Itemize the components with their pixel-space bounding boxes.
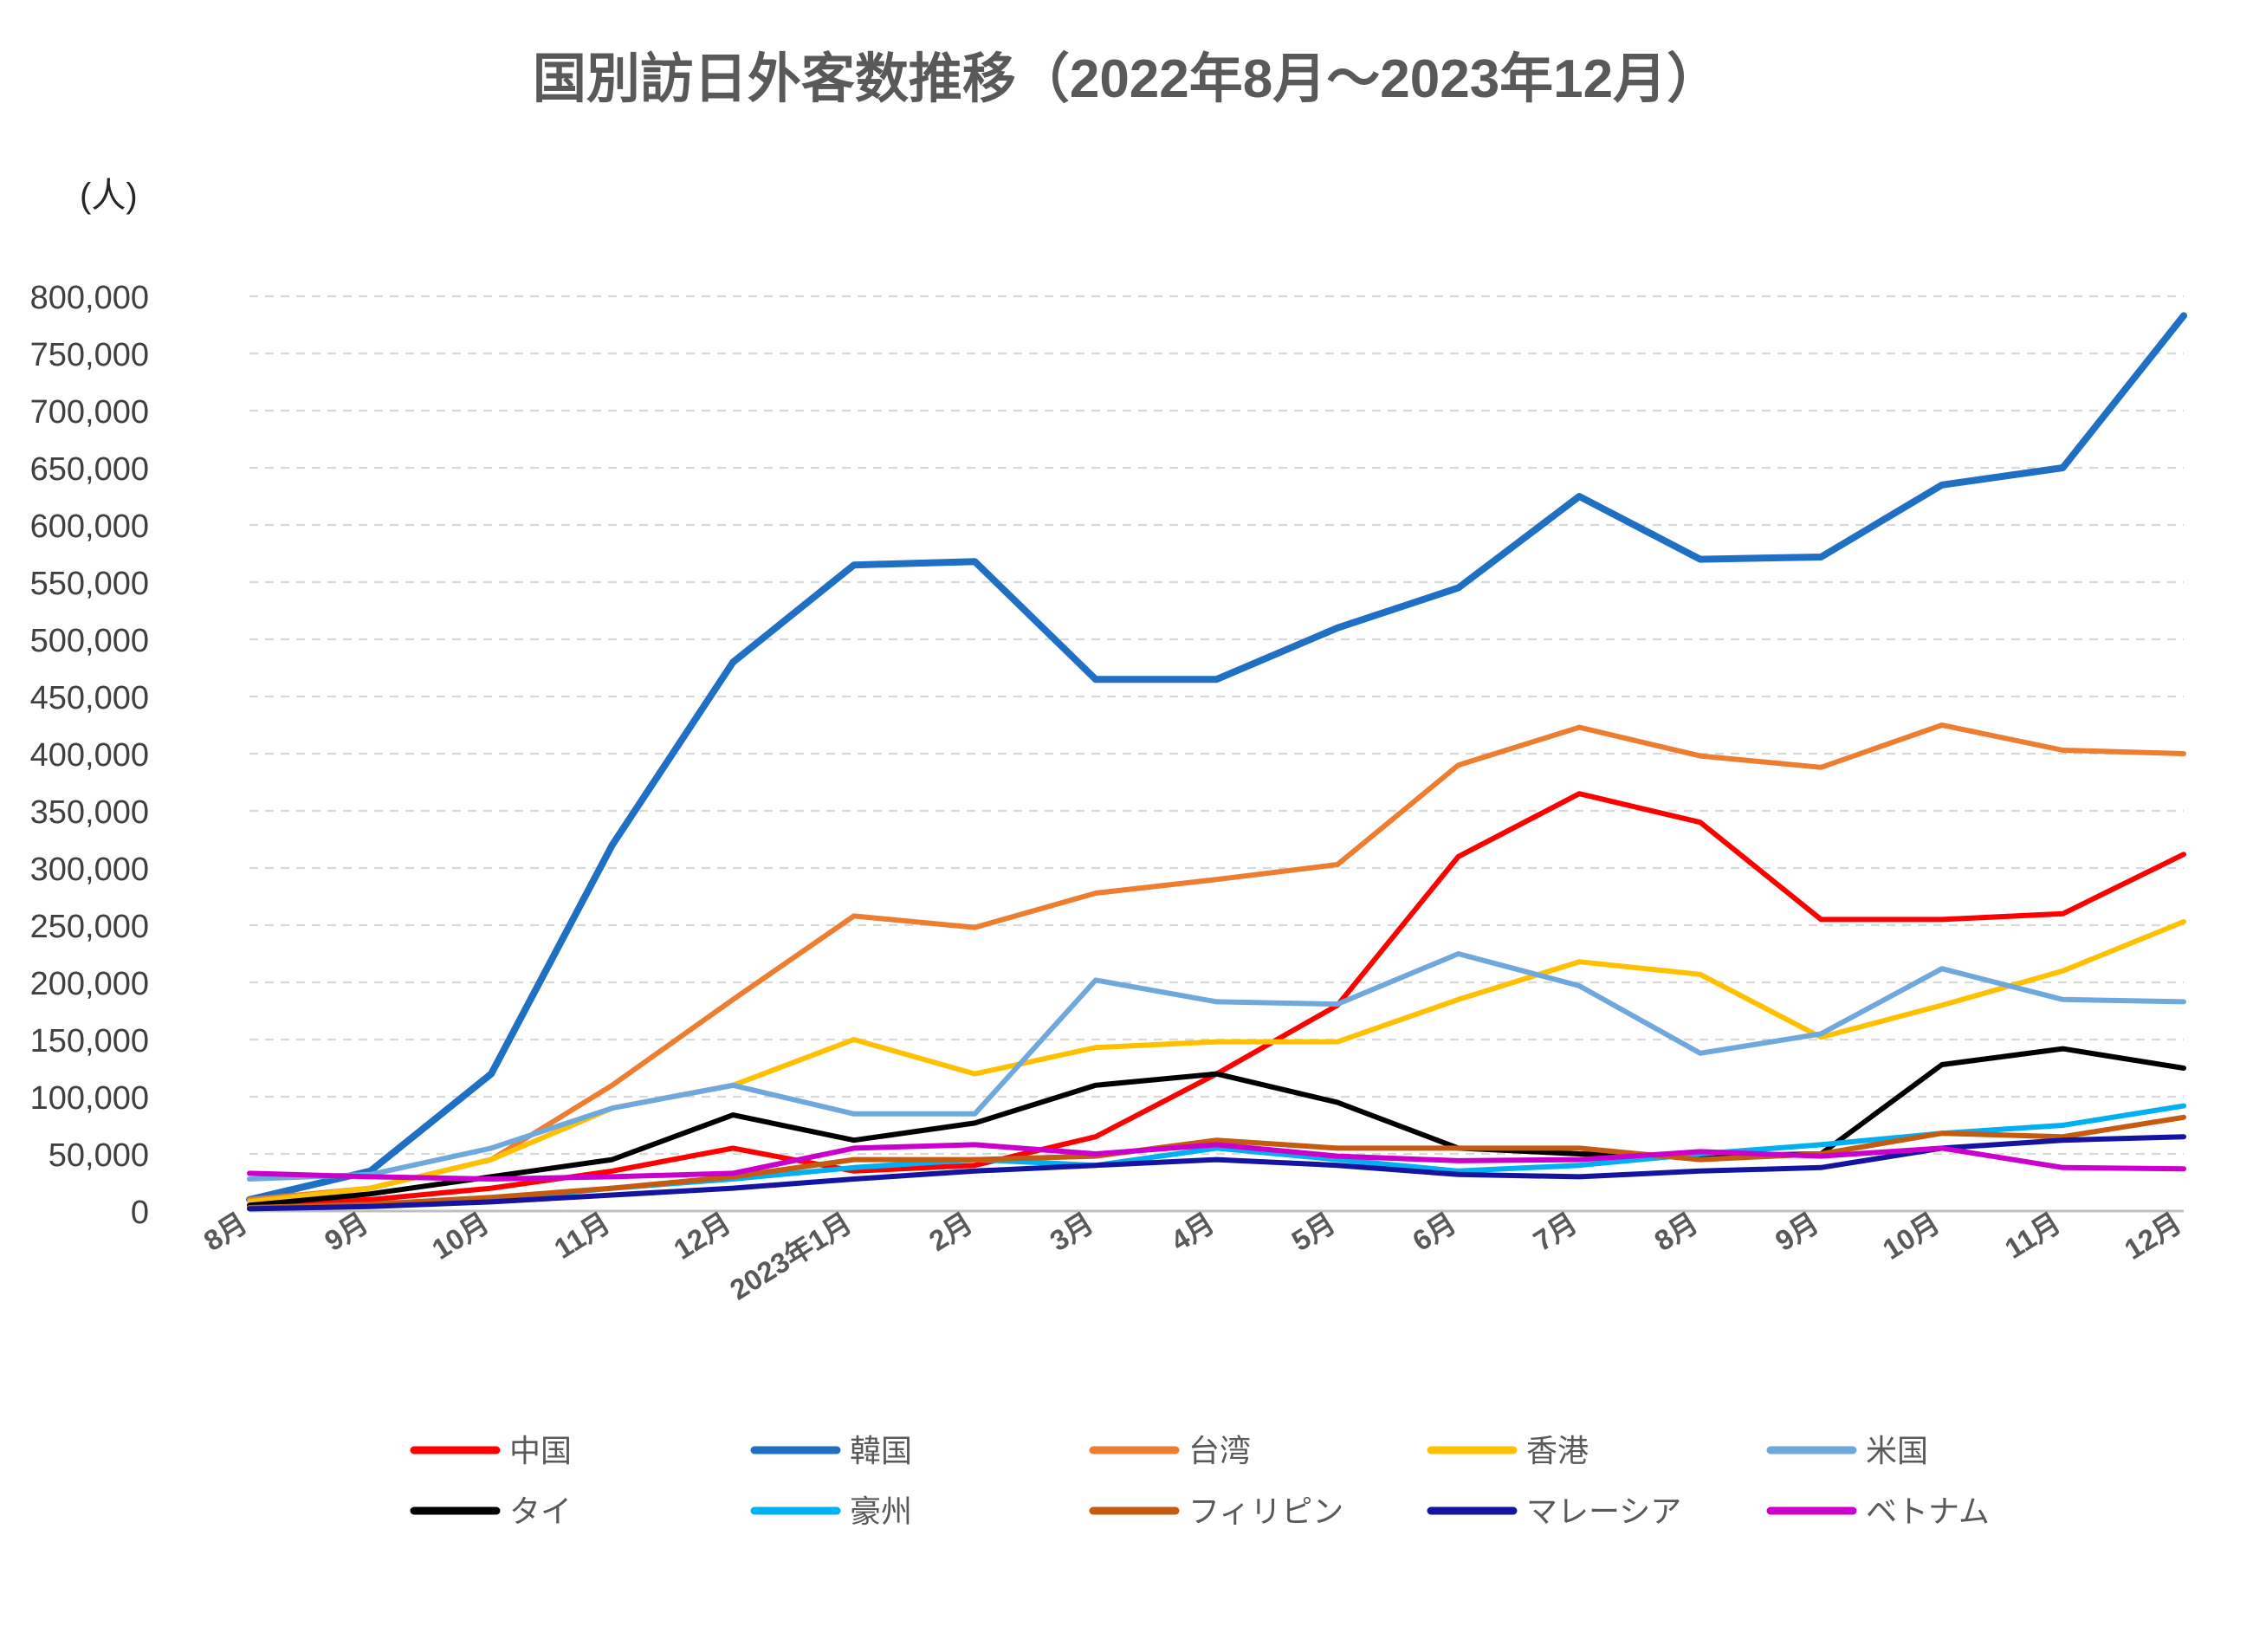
svg-text:350,000: 350,000 <box>30 794 149 831</box>
svg-text:3月: 3月 <box>1044 1207 1098 1258</box>
svg-text:豪州: 豪州 <box>850 1493 912 1529</box>
svg-text:600,000: 600,000 <box>30 509 149 545</box>
svg-text:4月: 4月 <box>1165 1207 1220 1258</box>
svg-text:11月: 11月 <box>1999 1207 2066 1265</box>
svg-text:台湾: 台湾 <box>1188 1433 1251 1468</box>
svg-text:11月: 11月 <box>548 1207 615 1265</box>
svg-text:750,000: 750,000 <box>30 337 149 373</box>
svg-text:700,000: 700,000 <box>30 394 149 431</box>
svg-text:7月: 7月 <box>1528 1207 1583 1258</box>
svg-text:0: 0 <box>131 1195 149 1231</box>
svg-text:100,000: 100,000 <box>30 1080 149 1117</box>
svg-text:10月: 10月 <box>1877 1207 1945 1266</box>
svg-text:650,000: 650,000 <box>30 451 149 488</box>
svg-text:12月: 12月 <box>668 1207 736 1266</box>
svg-text:500,000: 500,000 <box>30 623 149 659</box>
svg-text:9月: 9月 <box>319 1207 373 1258</box>
svg-text:550,000: 550,000 <box>30 566 149 602</box>
svg-text:450,000: 450,000 <box>30 680 149 716</box>
svg-text:2023年1月: 2023年1月 <box>724 1207 857 1306</box>
svg-text:タイ: タイ <box>509 1493 572 1529</box>
svg-text:フィリピン: フィリピン <box>1188 1493 1343 1529</box>
svg-text:2月: 2月 <box>923 1207 978 1258</box>
svg-text:150,000: 150,000 <box>30 1023 149 1059</box>
svg-text:韓国: 韓国 <box>850 1433 912 1468</box>
svg-text:5月: 5月 <box>1286 1207 1341 1258</box>
svg-text:香港: 香港 <box>1526 1433 1589 1468</box>
svg-text:50,000: 50,000 <box>49 1137 149 1174</box>
svg-text:マレーシア: マレーシア <box>1526 1493 1681 1529</box>
svg-text:400,000: 400,000 <box>30 737 149 774</box>
svg-text:6月: 6月 <box>1407 1207 1461 1258</box>
svg-text:9月: 9月 <box>1770 1207 1824 1258</box>
svg-text:中国: 中国 <box>509 1433 572 1468</box>
svg-text:12月: 12月 <box>2119 1207 2187 1266</box>
svg-text:800,000: 800,000 <box>30 280 149 316</box>
svg-text:8月: 8月 <box>198 1207 253 1258</box>
svg-text:8月: 8月 <box>1648 1207 1703 1258</box>
svg-text:ベトナム: ベトナム <box>1866 1493 1990 1529</box>
svg-text:10月: 10月 <box>426 1207 495 1266</box>
svg-text:米国: 米国 <box>1866 1433 1928 1468</box>
svg-text:300,000: 300,000 <box>30 852 149 888</box>
svg-text:250,000: 250,000 <box>30 909 149 945</box>
svg-text:200,000: 200,000 <box>30 966 149 1002</box>
